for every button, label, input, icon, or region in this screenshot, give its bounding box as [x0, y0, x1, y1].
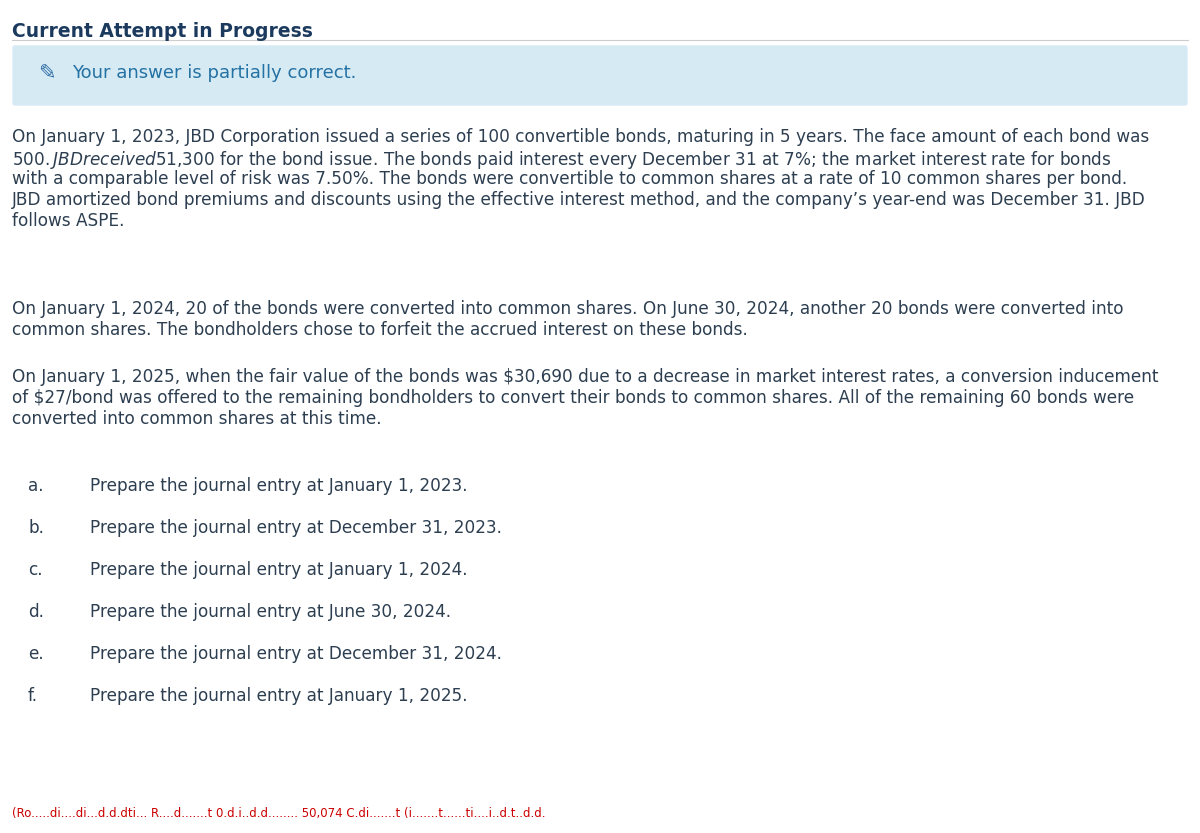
Text: Prepare the journal entry at January 1, 2025.: Prepare the journal entry at January 1, …	[90, 687, 468, 705]
Text: Current Attempt in Progress: Current Attempt in Progress	[12, 22, 313, 41]
Text: e.: e.	[28, 645, 43, 663]
Text: f.: f.	[28, 687, 38, 705]
Text: b.: b.	[28, 519, 44, 537]
Text: Prepare the journal entry at January 1, 2023.: Prepare the journal entry at January 1, …	[90, 477, 468, 495]
Text: converted into common shares at this time.: converted into common shares at this tim…	[12, 410, 382, 428]
Text: JBD amortized bond premiums and discounts using the effective interest method, a: JBD amortized bond premiums and discount…	[12, 191, 1146, 209]
Text: On January 1, 2023, JBD Corporation issued a series of 100 convertible bonds, ma: On January 1, 2023, JBD Corporation issu…	[12, 128, 1150, 146]
Text: (Ro.....di....di...d.d.dti... R....d.......t 0.d.i..d.d........ 50,074 C.di.....: (Ro.....di....di...d.d.dti... R....d....…	[12, 807, 546, 820]
Text: On January 1, 2025, when the fair value of the bonds was $30,690 due to a decrea: On January 1, 2025, when the fair value …	[12, 368, 1158, 386]
Text: $500. JBD received $51,300 for the bond issue. The bonds paid interest every Dec: $500. JBD received $51,300 for the bond …	[12, 149, 1111, 171]
Text: a.: a.	[28, 477, 43, 495]
Text: Prepare the journal entry at June 30, 2024.: Prepare the journal entry at June 30, 20…	[90, 603, 451, 621]
Text: ✎: ✎	[38, 63, 55, 83]
Text: Prepare the journal entry at January 1, 2024.: Prepare the journal entry at January 1, …	[90, 561, 468, 579]
FancyBboxPatch shape	[13, 46, 1187, 105]
Text: On January 1, 2024, 20 of the bonds were converted into common shares. On June 3: On January 1, 2024, 20 of the bonds were…	[12, 300, 1123, 318]
Text: c.: c.	[28, 561, 43, 579]
Text: Your answer is partially correct.: Your answer is partially correct.	[72, 64, 356, 82]
Text: follows ASPE.: follows ASPE.	[12, 212, 125, 230]
Text: common shares. The bondholders chose to forfeit the accrued interest on these bo: common shares. The bondholders chose to …	[12, 321, 748, 339]
Text: d.: d.	[28, 603, 44, 621]
Text: with a comparable level of risk was 7.50%. The bonds were convertible to common : with a comparable level of risk was 7.50…	[12, 170, 1127, 188]
Text: of $27/bond was offered to the remaining bondholders to convert their bonds to c: of $27/bond was offered to the remaining…	[12, 389, 1134, 407]
Text: Prepare the journal entry at December 31, 2023.: Prepare the journal entry at December 31…	[90, 519, 502, 537]
Text: Prepare the journal entry at December 31, 2024.: Prepare the journal entry at December 31…	[90, 645, 502, 663]
